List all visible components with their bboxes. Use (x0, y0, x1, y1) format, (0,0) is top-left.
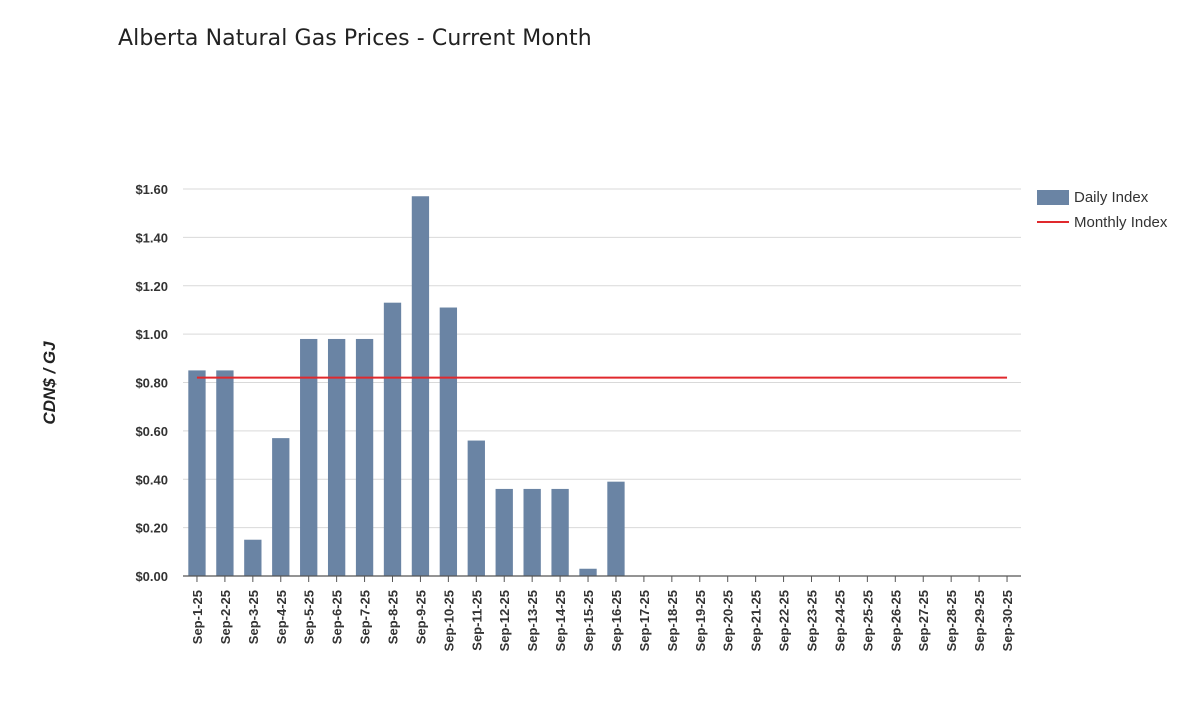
daily-index-bar (216, 370, 234, 576)
x-tick-label: Sep-27-25 (916, 590, 931, 651)
x-tick-label: Sep-16-25 (609, 590, 624, 651)
y-tick-label: $1.40 (135, 230, 168, 245)
y-tick-label: $0.00 (135, 569, 168, 584)
x-tick-label: Sep-19-25 (693, 590, 708, 651)
daily-index-bar (383, 302, 402, 576)
x-tick-label: Sep-3-25 (246, 590, 261, 644)
daily-index-bar (300, 338, 318, 576)
x-tick-label: Sep-1-25 (190, 590, 205, 644)
daily-index-bar (439, 307, 458, 576)
daily-index-bar (495, 488, 513, 576)
daily-index-bar (467, 440, 485, 576)
x-tick-label: Sep-28-25 (944, 590, 959, 651)
daily-index-bar (607, 481, 625, 576)
daily-index-bar (523, 488, 541, 576)
x-tick-label: Sep-2-25 (218, 590, 233, 644)
y-tick-label: $0.40 (135, 472, 168, 487)
y-tick-label: $0.80 (135, 376, 168, 391)
x-tick-label: Sep-23-25 (805, 590, 820, 651)
y-tick-label: $0.20 (135, 521, 168, 536)
daily-index-bar (244, 539, 262, 576)
x-tick-label: Sep-25-25 (860, 590, 875, 651)
y-tick-label: $1.60 (135, 182, 168, 197)
legend-label-monthly: Monthly Index (1074, 213, 1168, 231)
x-tick-label: Sep-22-25 (777, 590, 792, 651)
chart-title: Alberta Natural Gas Prices - Current Mon… (118, 26, 592, 51)
x-tick-label: Sep-8-25 (386, 590, 401, 644)
x-tick-label: Sep-12-25 (497, 590, 512, 651)
legend-item-daily-index[interactable]: Daily Index (1037, 186, 1167, 208)
x-tick-label: Sep-13-25 (525, 590, 540, 651)
x-tick-label: Sep-7-25 (358, 590, 373, 644)
x-tick-label: Sep-15-25 (581, 590, 596, 651)
x-tick-label: Sep-21-25 (749, 590, 764, 651)
legend-item-monthly-index[interactable]: Monthly Index (1037, 211, 1167, 233)
x-tick-label: Sep-20-25 (721, 590, 736, 651)
daily-index-bar (355, 338, 374, 576)
x-tick-label: Sep-14-25 (553, 590, 568, 651)
x-tick-label: Sep-5-25 (302, 590, 317, 644)
x-tick-label: Sep-17-25 (637, 590, 652, 651)
legend: Daily Index Monthly Index (1037, 186, 1167, 236)
daily-index-bar (327, 338, 346, 576)
y-tick-label: $1.20 (135, 279, 168, 294)
x-tick-label: Sep-11-25 (469, 590, 484, 651)
x-tick-label: Sep-26-25 (888, 590, 903, 651)
x-tick-label: Sep-30-25 (1000, 590, 1015, 651)
x-tick-label: Sep-6-25 (330, 590, 345, 644)
x-tick-label: Sep-18-25 (665, 590, 680, 651)
x-tick-label: Sep-9-25 (413, 590, 428, 644)
legend-label-daily: Daily Index (1074, 188, 1149, 206)
daily-index-bar (411, 196, 430, 576)
y-tick-label: $1.00 (135, 327, 168, 342)
x-tick-label: Sep-4-25 (274, 590, 289, 644)
legend-swatch-line (1037, 221, 1069, 223)
daily-index-bar (551, 488, 569, 576)
y-tick-label: $0.60 (135, 424, 168, 439)
daily-index-bar (579, 568, 597, 576)
daily-index-bar (272, 438, 290, 576)
x-tick-label: Sep-10-25 (441, 590, 456, 651)
x-tick-label: Sep-24-25 (832, 590, 847, 651)
daily-index-bar (188, 370, 206, 576)
x-tick-label: Sep-29-25 (972, 590, 987, 651)
legend-swatch-bar (1037, 189, 1069, 205)
